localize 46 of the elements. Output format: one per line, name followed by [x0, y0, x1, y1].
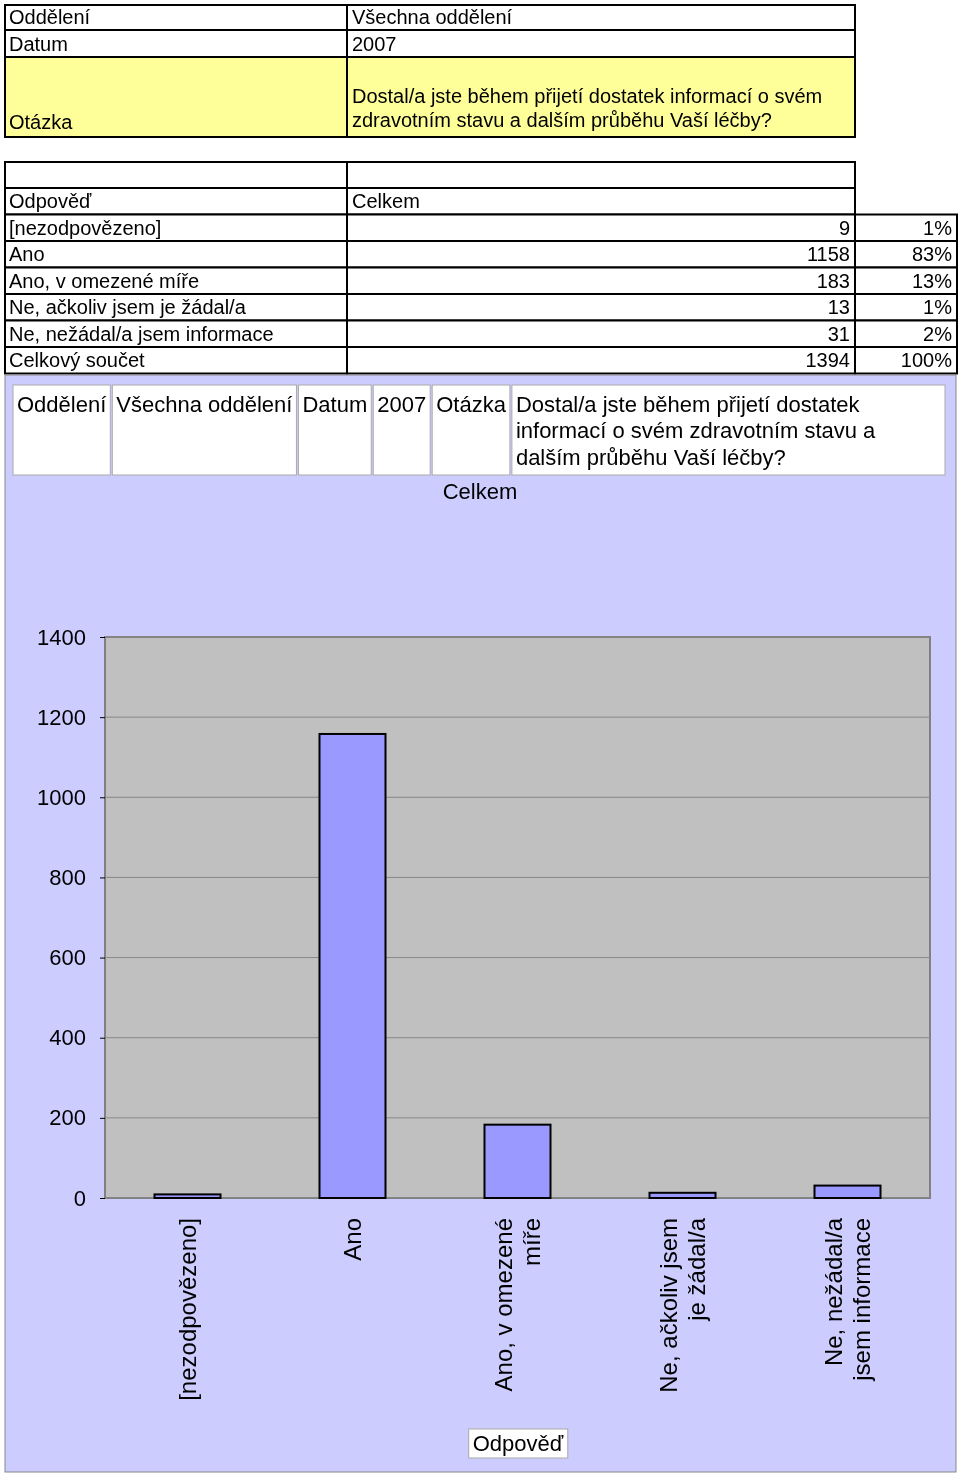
x-tick-label: Ano, v omezené míře	[489, 1218, 546, 1392]
text: 183	[816, 269, 850, 292]
text: 2007	[352, 33, 397, 55]
text: Datum	[9, 33, 68, 55]
text: Dostal/a jste během přijetí dostatek informací o svém zdravotním stavu a dalším průběhu Vaší léčby?	[352, 85, 823, 131]
x-tick-label: Ano	[338, 1218, 366, 1261]
text: 9	[838, 216, 850, 239]
x-axis-title: Odpověď	[472, 1431, 564, 1456]
x-tick-label: Ne, ačkoliv jsem je žádal/a	[654, 1217, 711, 1393]
y-tick-label: 1200	[37, 704, 86, 730]
text: Celkový součet	[9, 349, 146, 371]
text: 1394	[805, 349, 850, 371]
text: Oddělení	[9, 6, 91, 28]
text: 2007	[377, 392, 427, 417]
chart-title: Celkem	[352, 190, 420, 212]
category-label: Ne, nežádal/a jsem informace	[9, 322, 274, 345]
category-label: [nezodpovězeno]	[9, 216, 162, 239]
text: Všechna oddělení	[352, 6, 513, 28]
y-tick-label: 800	[49, 864, 86, 890]
text: 1%	[923, 296, 953, 318]
x-tick-label: [nezodpovězeno]	[173, 1218, 201, 1401]
text: 31	[827, 322, 850, 345]
text: Otázka	[436, 392, 507, 417]
text: 1158	[806, 243, 850, 265]
text: 13%	[911, 269, 953, 292]
y-tick-label: 200	[49, 1105, 86, 1131]
text: 83%	[911, 243, 953, 265]
text: Oddělení	[17, 392, 107, 417]
text: Odpověď	[9, 190, 92, 212]
text: 100%	[900, 349, 953, 371]
chart-title: Celkem	[442, 478, 518, 504]
text: 2%	[923, 322, 953, 345]
text: Datum	[302, 392, 368, 417]
text: 13	[827, 296, 850, 318]
category-label: Ano	[9, 243, 45, 265]
y-tick-label: 600	[49, 945, 86, 971]
category-label: Ne, ačkoliv jsem je žádal/a	[9, 296, 246, 318]
text: Otázka	[9, 111, 73, 133]
y-tick-label: 400	[49, 1025, 86, 1051]
y-tick-label: 0	[73, 1185, 86, 1211]
y-tick-label: 1400	[37, 624, 86, 650]
text: Dostal/a jste během přijetí dostatek informací o svém zdravotním stavu a dalším průběhu Vaší léčby?	[515, 392, 877, 470]
text: Všechna oddělení	[116, 392, 293, 417]
category-label: Ano, v omezené míře	[9, 269, 200, 292]
y-tick-label: 1000	[37, 784, 86, 810]
text: 1%	[923, 216, 953, 239]
